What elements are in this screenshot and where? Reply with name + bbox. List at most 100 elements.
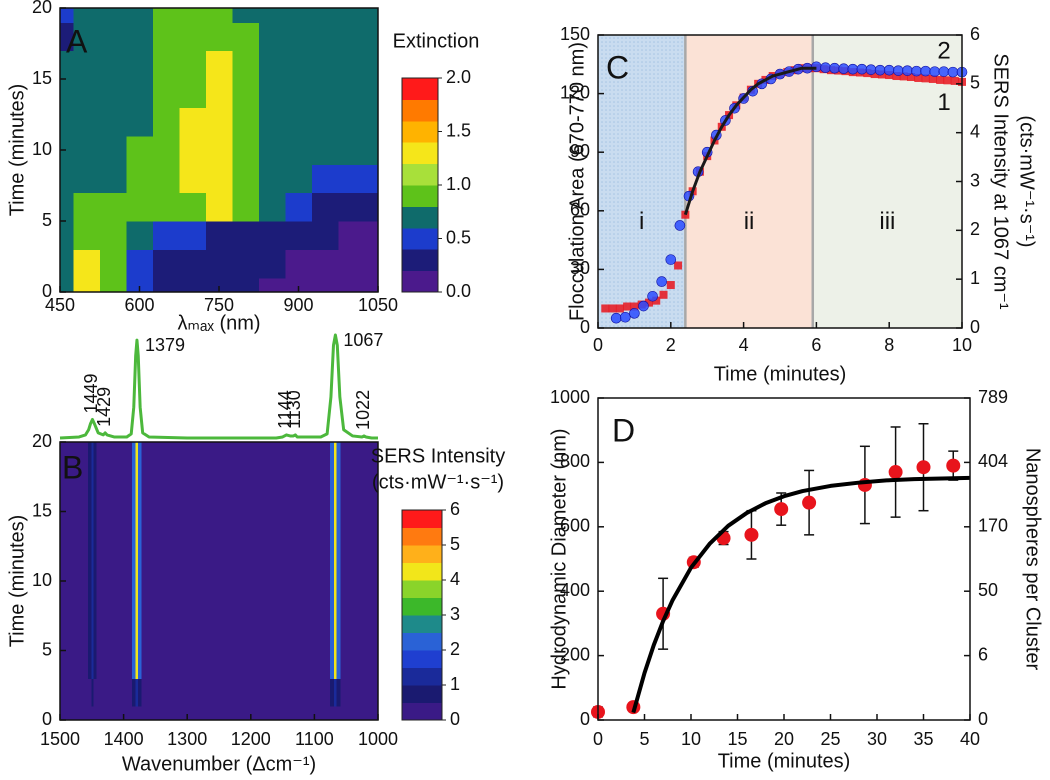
y-tick-label: 600 (560, 516, 590, 536)
x-tick-label: 2 (666, 335, 676, 355)
heat-cell (338, 277, 366, 293)
y-tick-label: 60 (570, 200, 590, 220)
heat-cell (72, 567, 89, 596)
colorbar-band (402, 562, 442, 581)
heat-cell (258, 79, 286, 108)
point (608, 304, 617, 313)
heat-cell (258, 249, 286, 279)
heat-cell (135, 678, 139, 707)
heat-cell (93, 539, 97, 568)
heat-cell (235, 539, 331, 568)
heat-cell (336, 567, 342, 596)
heat-cell (235, 622, 331, 652)
heat-cell (93, 622, 97, 652)
heat-cell (96, 567, 115, 596)
heat-cell (152, 221, 180, 250)
heat-cell (360, 483, 379, 513)
x-tick-label: 1000 (358, 729, 398, 749)
y-tick-label: 0 (580, 317, 590, 337)
heat-cell (311, 8, 339, 23)
point (907, 72, 916, 81)
point (899, 72, 908, 81)
heat-cell (334, 706, 338, 721)
point (619, 311, 631, 323)
x-tick-label: 1500 (40, 729, 80, 749)
ylabel: Hydrodynamic Diameter (nm) (548, 428, 570, 689)
heat-cell (114, 483, 133, 513)
heat-cell (360, 650, 379, 679)
heat-cell (338, 249, 366, 279)
heat-cell (334, 511, 338, 540)
heat-cell (285, 22, 313, 52)
heat-cell (91, 442, 94, 457)
colorbar-band (402, 206, 438, 229)
region-label: i (639, 208, 644, 235)
ylabel: Time (minutes) (6, 515, 28, 648)
heat-cell (179, 164, 207, 194)
point (892, 72, 901, 81)
heat-cell (232, 192, 260, 222)
heat-cell (205, 192, 233, 222)
ylabel: Time (minutes) (6, 84, 28, 217)
heat-cell (87, 622, 93, 652)
ylabel: Flocculation Area (670-770 nm) (566, 42, 588, 321)
point (950, 76, 959, 85)
point (623, 302, 632, 311)
point (644, 298, 653, 307)
heat-cell (258, 221, 286, 250)
point (883, 64, 895, 76)
heat-cell (311, 50, 339, 80)
heat-cell (138, 706, 143, 721)
heat-cell (311, 22, 339, 52)
series-label: 1 (937, 89, 950, 116)
heat-cell (205, 107, 233, 137)
y-tick-label: 200 (560, 644, 590, 664)
x-tick-label: 4 (739, 335, 749, 355)
heat-cell (126, 135, 154, 165)
fit-line (683, 66, 817, 216)
region-texture (598, 35, 686, 328)
colorbar-band (402, 650, 442, 668)
heat-cell (135, 594, 139, 624)
heat-cell (340, 706, 362, 721)
peak-label: 1022 (353, 390, 373, 430)
heat-cell (60, 511, 74, 540)
y-tick-label: 30 (570, 258, 590, 278)
point (674, 261, 683, 270)
heat-cell (114, 678, 133, 707)
heat-cell (232, 277, 260, 293)
heat-cell (135, 483, 139, 513)
x-tick-label: 10 (952, 335, 972, 355)
heat-cell (141, 594, 237, 624)
colorbar-title: Extinction (393, 30, 480, 52)
heat-cell (96, 455, 115, 485)
heat-cell (179, 192, 207, 222)
region (685, 35, 813, 328)
colorbar-band (402, 227, 438, 250)
point (921, 74, 930, 83)
colorbar-title: (cts·mW⁻¹·s⁻¹) (372, 471, 504, 493)
heat-cell (72, 650, 89, 679)
heat-cell (73, 135, 101, 165)
heat-cell (60, 79, 74, 108)
heat-cell (340, 442, 362, 457)
heat-cell (258, 135, 286, 165)
heat-cell (338, 50, 366, 80)
heat-cell (91, 567, 94, 596)
heat-cell (311, 221, 339, 250)
heat-cell (336, 594, 342, 624)
heat-cell (360, 678, 379, 707)
colorbar-tick-label: 0.0 (446, 281, 471, 301)
heat-cell (60, 135, 74, 165)
heat-cell (364, 79, 379, 108)
region-label: ii (744, 208, 755, 235)
heat-cell (360, 539, 379, 568)
heat-cell (235, 567, 331, 596)
heat-cell (72, 511, 89, 540)
colorbar-band (402, 632, 442, 651)
colorbar-band (402, 249, 438, 272)
x-tick-label: 6 (811, 335, 821, 355)
colorbar-band (402, 667, 442, 686)
heat-cell (334, 539, 338, 568)
